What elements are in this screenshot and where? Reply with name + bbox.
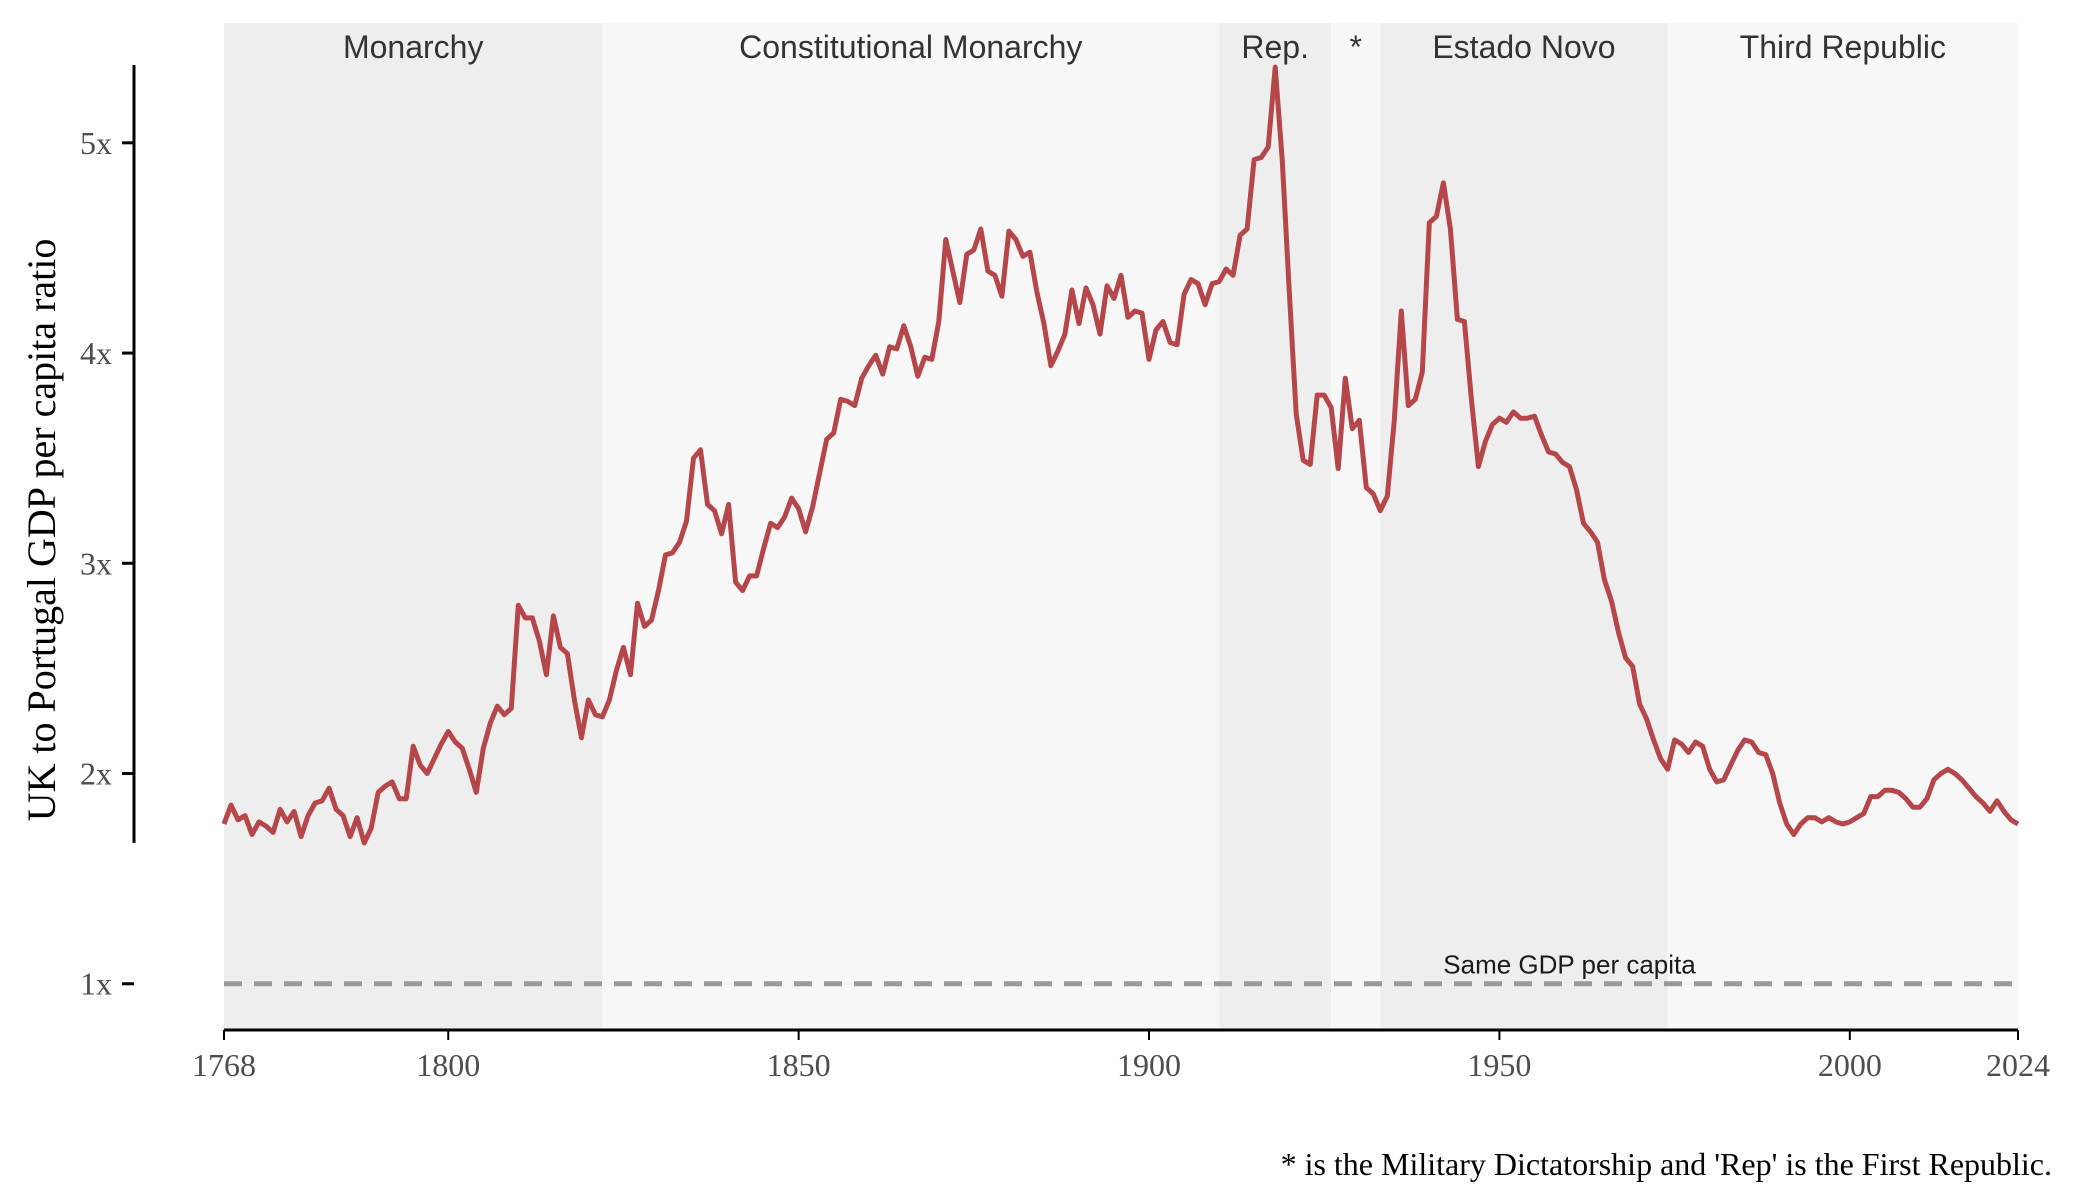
x-tick-label-1800: 1800 [416, 1047, 480, 1083]
period-label-asterisk: * [1350, 29, 1362, 65]
x-tick-label-2000: 2000 [1818, 1047, 1882, 1083]
y-ticks: 1x 2x 3x 4x 5x [80, 125, 134, 1002]
y-tick-label-1: 1x [80, 966, 112, 1002]
y-tick-label-4: 4x [80, 335, 112, 371]
y-tick-label-5: 5x [80, 125, 112, 161]
period-band-estado-novo [1380, 23, 1668, 1030]
period-band-monarchy [224, 23, 603, 1030]
series-line [221, 64, 2020, 846]
reference-line-label: Same GDP per capita [1443, 950, 1696, 980]
x-tick-label-1900: 1900 [1117, 1047, 1181, 1083]
chart-caption: * is the Military Dictatorship and 'Rep'… [1281, 1146, 2052, 1182]
x-tick-label-2024: 2024 [1986, 1047, 2050, 1083]
period-band-constitutional-monarchy [602, 23, 1220, 1030]
period-label-rep: Rep. [1241, 29, 1309, 65]
y-tick-label-2: 2x [80, 756, 112, 792]
x-tick-label-1768: 1768 [192, 1047, 256, 1083]
x-tick-label-1850: 1850 [767, 1047, 831, 1083]
period-label-third-republic: Third Republic [1740, 29, 1946, 65]
x-tick-label-1950: 1950 [1467, 1047, 1531, 1083]
period-label-monarchy: Monarchy [343, 29, 484, 65]
period-band-rep [1219, 23, 1332, 1030]
period-band-asterisk [1331, 23, 1381, 1030]
period-label-constitutional-monarchy: Constitutional Monarchy [739, 29, 1082, 65]
period-band-third-republic [1667, 23, 2018, 1030]
period-labels: Monarchy Constitutional Monarchy Rep. * Esta… [343, 29, 1946, 65]
y-axis-label: UK to Portugal GDP per capita ratio [19, 239, 64, 822]
y-tick-label-3: 3x [80, 545, 112, 581]
x-ticks: 1768 1800 1850 1900 1950 2000 2024 [192, 1030, 2050, 1083]
period-label-estado-novo: Estado Novo [1432, 29, 1615, 65]
period-bands [224, 23, 2018, 1030]
